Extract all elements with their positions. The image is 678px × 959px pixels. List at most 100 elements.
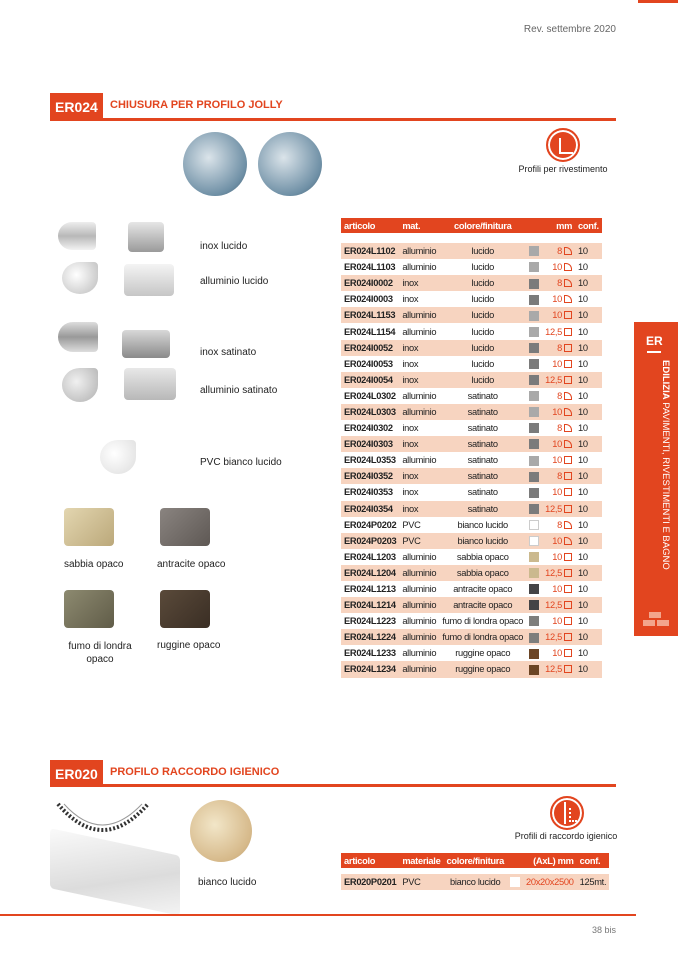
color-swatch [529,358,540,369]
table-row: ER024L1234 alluminio ruggine opaco 12,5 10 [341,661,602,678]
footer-divider [0,914,636,916]
color-swatch [529,584,540,595]
table-row: ER024L0302 alluminio satinato 8 10 [341,388,602,404]
table-row: ER024P0202 PVC bianco lucido 8 10 [341,517,602,533]
color-swatch [529,552,540,563]
section-code-2: ER020 [50,760,103,787]
category-label-2: Profili di raccordo igienico [514,831,618,841]
cell-mm: 12,5 [542,500,576,517]
product-image-inox-lucido-round [58,222,96,250]
cell-material: alluminio [399,243,440,260]
col-swatch [526,218,543,233]
cell-conf: 10 [575,403,602,421]
cell-swatch [526,243,543,260]
table-row: ER024L1233 alluminio ruggine opaco 10 10 [341,645,602,661]
cell-code: ER024I0354 [341,500,400,517]
cell-material: alluminio [402,584,437,595]
cell-code: ER024I0052 [341,339,400,356]
product-image-inox-satinato-round [58,322,98,352]
col-size: (AxL) mm [522,853,577,868]
label-antracite: antracite opaco [157,559,226,570]
cell-material: inox [402,358,419,369]
section-divider [50,118,616,121]
cell-conf: 10 [578,616,588,627]
cell-code: ER024I0054 [341,371,400,388]
cell-finish: lucido [471,326,494,337]
cell-code: ER024L1153 [341,307,400,324]
cove-profile-icon [550,796,584,830]
product-image-pvc [100,440,136,474]
color-swatch [529,471,540,482]
cell-finish: satinato [439,500,527,517]
cell-finish: antracite opaco [453,584,513,595]
cell-swatch [526,468,543,485]
table-row: ER024L1214 alluminio antracite opaco 12,5 10 [341,597,602,614]
square-profile-icon [564,375,573,384]
cell-code: ER024L1213 [344,584,396,595]
color-swatch [529,375,540,386]
square-profile-icon [564,665,573,674]
cell-conf: 125mt. [576,874,610,891]
product-photo-detail-1 [183,132,247,196]
cell-mm: 10 [542,613,575,629]
color-swatch [529,278,540,289]
col-conf: conf. [575,218,602,233]
cell-conf: 10 [575,436,602,453]
cell-conf: 10 [575,500,602,517]
cell-finish: bianco lucido [439,532,527,549]
cell-mm: 10 [542,307,576,324]
cell-conf: 10 [575,564,602,581]
table-row: ER024L1204 alluminio sabbia opaco 12,5 10 [341,564,602,581]
col-conf: conf. [576,853,610,868]
label-pvc: PVC bianco lucido [200,457,282,468]
label-sabbia: sabbia opaco [64,559,124,570]
table-row: ER024L1103 alluminio lucido 10 10 [341,259,602,275]
cell-mm: 8 [542,275,576,292]
round-profile-icon [564,407,573,416]
cell-mm: 8 [542,420,575,436]
cell-code: ER024I0003 [344,294,393,305]
cell-swatch [526,564,543,581]
color-swatch [529,600,540,611]
cell-mm: 10 [542,259,575,275]
cell-conf: 10 [575,339,602,356]
cell-code: ER024I0302 [344,423,393,434]
label-alluminio-lucido: alluminio lucido [200,276,269,287]
category-sidebar-tab[interactable]: ER EDILIZIA PAVIMENTI, RIVESTIMENTI E BA… [634,322,678,636]
cell-conf: 10 [578,455,588,466]
cell-swatch [526,371,543,388]
cell-material: PVC [399,532,440,549]
cell-swatch [526,436,543,453]
color-swatch [529,326,540,337]
cell-swatch [526,613,542,629]
cell-swatch [526,420,542,436]
table-row: ER024L1223 alluminio fumo di londra opaco 1… [341,613,602,629]
product-image-sabbia [64,508,114,546]
cell-material: inox [399,275,440,292]
cell-mm: 10 [542,356,575,372]
cell-conf: 10 [578,551,588,562]
cell-conf: 10 [575,532,602,549]
table-row: ER020P0201 PVC bianco lucido 20x20x2500 … [341,874,610,891]
cell-swatch [526,581,542,597]
col-articolo: articolo [341,853,400,868]
cell-swatch [526,339,543,356]
color-swatch [529,391,540,402]
color-swatch [529,262,540,273]
round-profile-icon [564,247,573,256]
cell-material: inox [399,468,440,485]
cell-code: ER024I0002 [341,275,400,292]
color-swatch [529,664,540,675]
table-row: ER024L1154 alluminio lucido 12,5 10 [341,323,602,339]
top-accent-bar [638,0,678,3]
color-swatch [529,310,540,321]
cell-code: ER024I0352 [341,468,400,485]
cell-code: ER024I0353 [344,487,393,498]
product-photo-detail-2 [258,132,322,196]
cell-finish: lucido [471,294,494,305]
cell-material: alluminio [399,564,440,581]
col-mm: mm [542,218,576,233]
cell-finish: satinato [467,423,498,434]
revision-date: Rev. settembre 2020 [523,24,616,35]
cell-code: ER024L1102 [341,243,400,260]
